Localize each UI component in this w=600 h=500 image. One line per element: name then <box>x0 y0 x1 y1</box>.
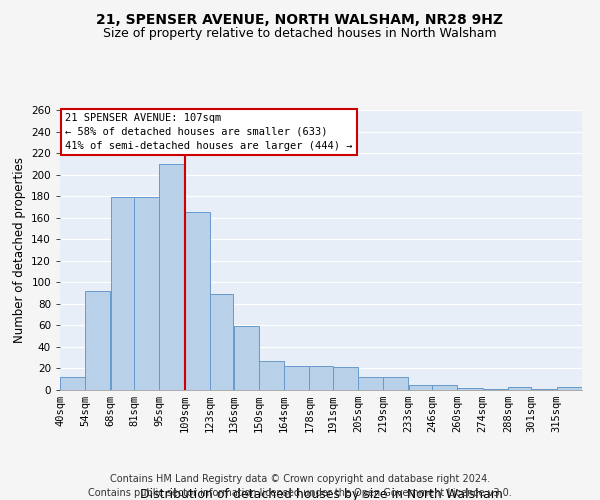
Bar <box>210 294 233 390</box>
Bar <box>508 387 532 390</box>
Bar <box>383 377 409 390</box>
Bar <box>134 197 159 390</box>
Text: Contains HM Land Registry data © Crown copyright and database right 2024.
Contai: Contains HM Land Registry data © Crown c… <box>88 474 512 498</box>
Bar <box>259 361 284 390</box>
Bar <box>557 387 582 390</box>
Text: 21, SPENSER AVENUE, NORTH WALSHAM, NR28 9HZ: 21, SPENSER AVENUE, NORTH WALSHAM, NR28 … <box>97 12 503 26</box>
Bar <box>60 377 85 390</box>
Bar <box>160 164 185 390</box>
Y-axis label: Number of detached properties: Number of detached properties <box>13 157 26 343</box>
Bar <box>409 384 432 390</box>
Bar <box>310 366 332 390</box>
Text: 21 SPENSER AVENUE: 107sqm
← 58% of detached houses are smaller (633)
41% of semi: 21 SPENSER AVENUE: 107sqm ← 58% of detac… <box>65 113 353 151</box>
Bar <box>110 197 134 390</box>
Bar <box>233 326 259 390</box>
Bar <box>333 368 358 390</box>
Bar <box>284 366 309 390</box>
Bar <box>457 388 482 390</box>
Bar <box>85 291 110 390</box>
X-axis label: Distribution of detached houses by size in North Walsham: Distribution of detached houses by size … <box>140 488 502 500</box>
Bar <box>358 377 383 390</box>
Bar <box>532 389 557 390</box>
Bar <box>432 384 457 390</box>
Bar <box>483 389 508 390</box>
Text: Size of property relative to detached houses in North Walsham: Size of property relative to detached ho… <box>103 28 497 40</box>
Bar <box>185 212 210 390</box>
